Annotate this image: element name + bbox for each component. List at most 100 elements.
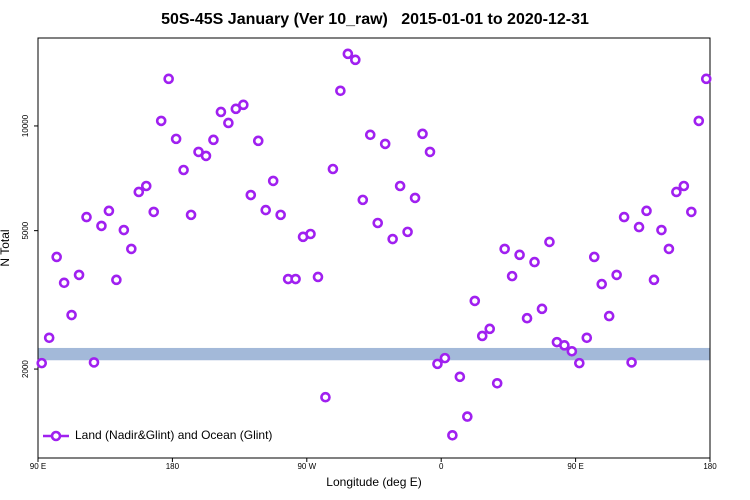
point: [633, 221, 645, 233]
point: [312, 271, 324, 283]
point: [462, 411, 473, 422]
x-tick-label: 90 W: [297, 462, 316, 471]
y-tick-label: 2000: [21, 360, 30, 378]
point: [379, 138, 391, 150]
point: [536, 303, 548, 315]
y-axis-label: N Total: [0, 229, 12, 266]
point: [290, 273, 301, 285]
point: [394, 180, 406, 192]
point: [275, 209, 286, 221]
point: [559, 340, 570, 351]
point: [611, 269, 622, 281]
point: [514, 249, 525, 261]
point: [96, 220, 107, 232]
point: [581, 332, 593, 344]
point: [641, 205, 652, 217]
point: [155, 115, 167, 127]
x-tick-label: 90 E: [567, 462, 583, 471]
point: [260, 204, 272, 216]
point: [693, 115, 705, 127]
point: [656, 224, 667, 236]
point: [43, 332, 55, 344]
point: [357, 194, 369, 206]
point: [521, 312, 533, 324]
point: [484, 323, 496, 335]
point: [544, 236, 555, 248]
point: [372, 217, 384, 229]
point: [686, 206, 697, 218]
y-tick-label: 10000: [21, 114, 30, 137]
point: [320, 391, 331, 403]
plot-frame: [37, 37, 711, 459]
point: [499, 243, 510, 255]
point: [469, 295, 481, 307]
point: [238, 99, 249, 111]
point: [387, 233, 398, 245]
point: [200, 150, 212, 162]
legend-label: Land (Nadir&Glint) and Ocean (Glint): [75, 428, 272, 442]
point: [364, 129, 376, 141]
point: [663, 243, 675, 255]
point: [140, 180, 152, 192]
point: [335, 85, 346, 97]
point: [402, 226, 413, 238]
point: [51, 251, 62, 263]
point: [118, 224, 130, 236]
legend-marker: [50, 430, 62, 442]
point: [245, 189, 257, 201]
point: [148, 206, 160, 218]
point: [223, 117, 234, 129]
point: [66, 309, 77, 321]
point: [603, 310, 615, 322]
ocean-band: [38, 347, 710, 361]
point: [170, 133, 182, 145]
x-tick-label: 0: [439, 462, 444, 471]
point: [111, 274, 122, 286]
point: [439, 352, 451, 364]
point: [178, 164, 189, 176]
point: [215, 106, 227, 118]
y-tick-label: 5000: [21, 221, 30, 239]
point: [454, 371, 466, 383]
point: [327, 163, 339, 175]
point: [58, 277, 70, 289]
point: [208, 134, 219, 146]
point: [73, 269, 85, 281]
point: [267, 175, 279, 187]
point: [476, 330, 488, 342]
point: [626, 357, 637, 368]
point: [596, 278, 608, 290]
point: [36, 357, 48, 369]
point: [417, 128, 428, 140]
x-tick-label: 180: [703, 462, 717, 471]
x-tick-label: 90 E: [30, 462, 46, 471]
point: [126, 243, 137, 255]
chart-title: 50S-45S January (Ver 10_raw) 2015-01-01 …: [161, 11, 589, 28]
point: [648, 274, 660, 286]
point: [133, 186, 145, 198]
point: [252, 135, 264, 147]
point: [618, 211, 630, 223]
point: [529, 256, 540, 268]
point: [342, 48, 354, 60]
point: [566, 345, 578, 357]
point: [491, 378, 503, 389]
point: [432, 358, 443, 370]
point: [447, 429, 458, 441]
point: [506, 270, 518, 282]
point: [424, 146, 436, 158]
point: [103, 205, 115, 217]
point: [671, 186, 682, 198]
point: [574, 357, 585, 369]
point: [88, 357, 100, 368]
point: [700, 73, 712, 85]
point: [409, 192, 421, 204]
point: [678, 180, 690, 192]
point: [305, 228, 316, 240]
point: [185, 209, 197, 221]
point: [350, 54, 361, 66]
point: [81, 211, 92, 223]
x-tick-label: 180: [166, 462, 180, 471]
point: [588, 251, 600, 263]
